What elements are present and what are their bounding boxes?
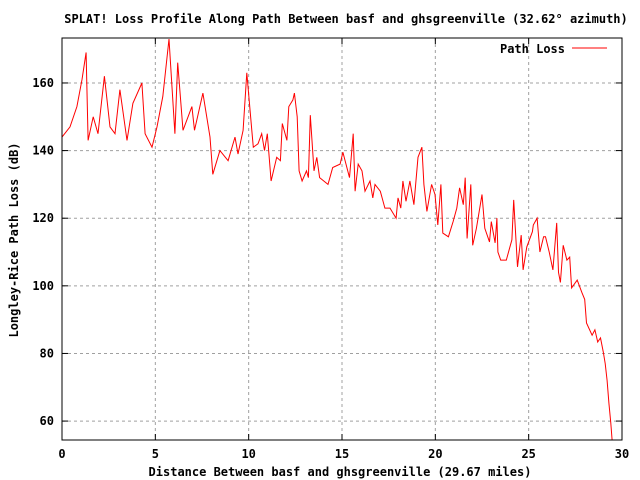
x-tick-label: 15 bbox=[335, 447, 349, 461]
y-axis-label: Longley-Rice Path Loss (dB) bbox=[7, 142, 21, 337]
tick-labels: 0 5 10 15 20 25 30 60 80 100 120 140 160 bbox=[32, 76, 629, 461]
y-tick-label: 80 bbox=[40, 346, 54, 360]
plot-border bbox=[61, 37, 623, 441]
path-loss-line bbox=[62, 38, 613, 440]
x-tick-label: 10 bbox=[241, 447, 255, 461]
x-axis-label: Distance Between basf and ghsgreenville … bbox=[149, 465, 532, 479]
legend: Path Loss bbox=[500, 42, 607, 56]
grid-lines bbox=[62, 38, 622, 440]
x-tick-label: 0 bbox=[58, 447, 65, 461]
y-tick-label: 120 bbox=[32, 211, 54, 225]
y-tick-label: 60 bbox=[40, 414, 54, 428]
x-tick-label: 5 bbox=[152, 447, 159, 461]
x-tick-label: 25 bbox=[521, 447, 535, 461]
y-tick-label: 160 bbox=[32, 76, 54, 90]
y-tick-label: 140 bbox=[32, 144, 54, 158]
y-tick-label: 100 bbox=[32, 279, 54, 293]
chart-title: SPLAT! Loss Profile Along Path Between b… bbox=[64, 12, 628, 26]
x-tick-label: 30 bbox=[615, 447, 629, 461]
legend-label: Path Loss bbox=[500, 42, 565, 56]
x-tick-label: 20 bbox=[428, 447, 442, 461]
